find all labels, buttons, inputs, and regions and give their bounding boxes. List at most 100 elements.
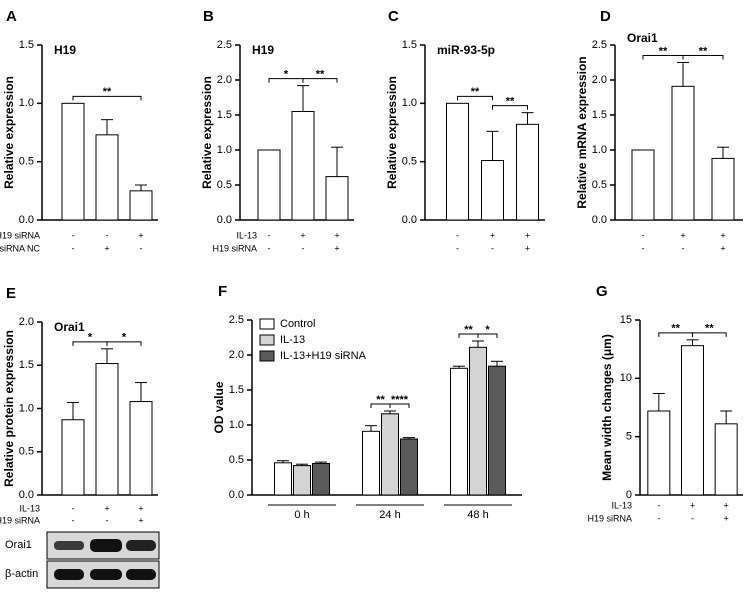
bar bbox=[95, 134, 119, 221]
condition-sign: + bbox=[680, 230, 685, 240]
legend-label: IL-13 bbox=[280, 334, 305, 346]
y-tick-label: 0.0 bbox=[19, 489, 34, 501]
legend-label: Control bbox=[280, 318, 315, 330]
condition-sign: - bbox=[106, 230, 109, 240]
panel-title: Orai1 bbox=[627, 31, 658, 45]
panel-letter: B bbox=[203, 8, 214, 25]
bar bbox=[129, 190, 153, 221]
condition-sign: - bbox=[682, 243, 685, 253]
bar bbox=[450, 367, 468, 496]
condition-sign: - bbox=[642, 243, 645, 253]
y-tick-label: 2.0 bbox=[592, 74, 607, 86]
bar bbox=[95, 363, 119, 496]
bar bbox=[362, 430, 380, 496]
y-tick-label: 10 bbox=[620, 372, 632, 384]
y-tick-label: 2.0 bbox=[229, 349, 244, 361]
significance-label: **** bbox=[391, 394, 409, 406]
significance-label: ** bbox=[671, 323, 680, 335]
significance-label: * bbox=[122, 332, 127, 344]
y-tick-label: 0.5 bbox=[217, 179, 232, 191]
y-tick-label: 1.0 bbox=[229, 419, 244, 431]
y-tick-label: 0.0 bbox=[229, 489, 244, 501]
significance-label: ** bbox=[471, 86, 480, 98]
y-tick-label: 1.0 bbox=[19, 402, 34, 414]
condition-sign: - bbox=[268, 243, 271, 253]
condition-sign: + bbox=[138, 503, 143, 513]
y-axis-label: Mean width changes (μm) bbox=[600, 334, 614, 481]
bar bbox=[291, 111, 315, 221]
y-tick-label: 0.5 bbox=[402, 156, 417, 168]
significance-label: * bbox=[485, 324, 490, 336]
y-axis-label: Relative mRNA expression bbox=[575, 56, 589, 208]
significance-label: * bbox=[88, 332, 93, 344]
y-tick-label: 15 bbox=[620, 314, 632, 326]
bar bbox=[312, 463, 330, 496]
y-tick-label: 0.0 bbox=[217, 214, 232, 226]
panel-letter: G bbox=[596, 283, 608, 300]
x-tick-label: 0 h bbox=[294, 509, 309, 521]
legend-swatch bbox=[259, 334, 275, 346]
panel-letter: E bbox=[6, 285, 16, 302]
condition-sign: + bbox=[104, 503, 109, 513]
y-axis-label: Relative expression bbox=[200, 76, 214, 189]
bar bbox=[293, 465, 311, 496]
condition-sign: + bbox=[300, 230, 305, 240]
condition-label: siRNA NC bbox=[0, 243, 40, 253]
y-axis-label: Relative expression bbox=[385, 76, 399, 189]
bar bbox=[516, 123, 539, 221]
significance-bracket bbox=[457, 95, 493, 101]
significance-bracket bbox=[106, 341, 142, 346]
condition-sign: - bbox=[72, 243, 75, 253]
bar bbox=[61, 419, 85, 496]
bar bbox=[446, 102, 469, 221]
bar bbox=[400, 438, 418, 496]
y-tick-label: 2.5 bbox=[592, 39, 607, 51]
condition-label: H19 siRNA bbox=[587, 513, 632, 523]
bar bbox=[631, 149, 655, 221]
condition-sign: + bbox=[720, 243, 725, 253]
condition-sign: - bbox=[456, 230, 459, 240]
condition-sign: + bbox=[138, 515, 143, 525]
y-tick-label: 2.5 bbox=[217, 39, 232, 51]
significance-label: ** bbox=[699, 45, 708, 57]
y-axis-label: OD value bbox=[212, 381, 226, 433]
bar bbox=[61, 102, 85, 221]
condition-sign: - bbox=[140, 243, 143, 253]
y-tick-label: 0.5 bbox=[19, 156, 34, 168]
condition-sign: - bbox=[72, 515, 75, 525]
y-tick-label: 0.5 bbox=[19, 446, 34, 458]
legend-swatch bbox=[259, 350, 275, 362]
condition-sign: - bbox=[72, 503, 75, 513]
significance-bracket bbox=[692, 332, 727, 337]
condition-sign: + bbox=[690, 500, 695, 510]
condition-label: H19 siRNA bbox=[212, 243, 257, 253]
y-tick-label: 1.0 bbox=[592, 144, 607, 156]
condition-sign: + bbox=[720, 230, 725, 240]
condition-sign: - bbox=[302, 243, 305, 253]
condition-sign: - bbox=[72, 230, 75, 240]
y-tick-label: 0.5 bbox=[592, 179, 607, 191]
bar bbox=[714, 423, 738, 496]
condition-label: IL-13 bbox=[19, 503, 40, 513]
significance-label: ** bbox=[506, 96, 515, 108]
condition-sign: - bbox=[691, 513, 694, 523]
bar bbox=[274, 462, 292, 496]
y-tick-label: 1.5 bbox=[19, 39, 34, 51]
y-tick-label: 0.0 bbox=[402, 214, 417, 226]
bar bbox=[325, 176, 349, 221]
bar bbox=[481, 160, 504, 221]
condition-sign: - bbox=[642, 230, 645, 240]
condition-sign: - bbox=[491, 243, 494, 253]
significance-label: ** bbox=[705, 323, 714, 335]
condition-label: H19 siRNA bbox=[0, 230, 40, 240]
condition-sign: - bbox=[657, 513, 660, 523]
legend-swatch bbox=[259, 318, 275, 330]
panel-letter: D bbox=[600, 8, 611, 25]
y-tick-label: 5 bbox=[626, 431, 632, 443]
panel-title: Orai1 bbox=[54, 320, 85, 334]
significance-label: * bbox=[284, 69, 289, 81]
bar bbox=[671, 85, 695, 221]
y-tick-label: 2.0 bbox=[217, 74, 232, 86]
panel-title: H19 bbox=[252, 43, 274, 57]
